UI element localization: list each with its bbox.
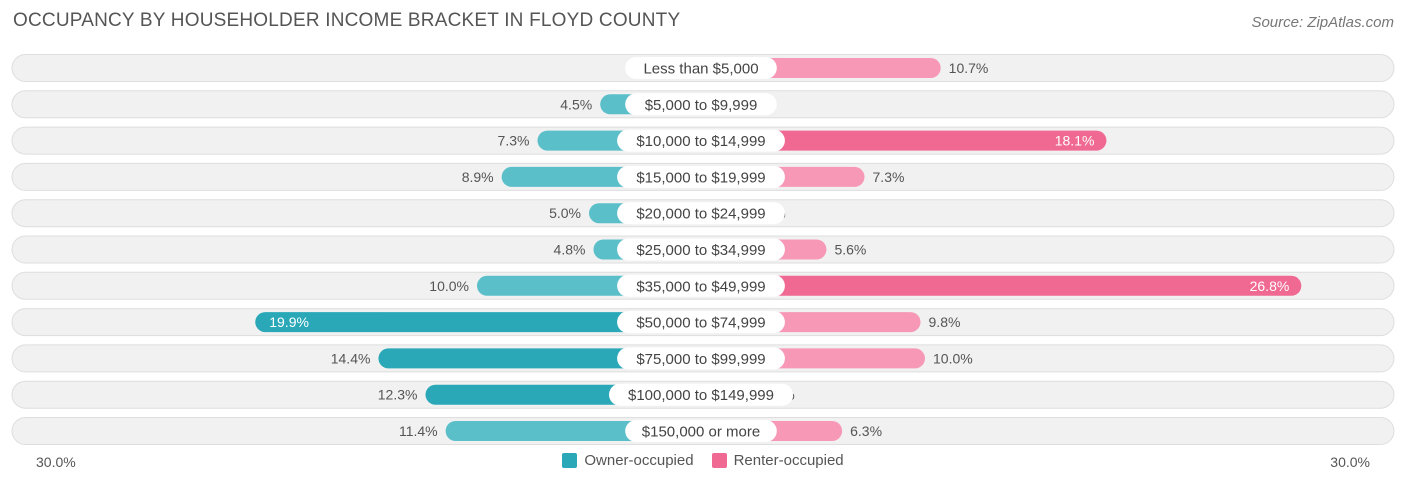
category-pill	[617, 165, 785, 188]
category-pill	[609, 383, 793, 406]
category-label: $100,000 to $149,999	[628, 387, 774, 404]
category-pill	[625, 57, 777, 79]
category-pill	[617, 238, 785, 261]
renter-value-label: 5.6%	[834, 242, 866, 258]
legend: Owner-occupied Renter-occupied	[0, 452, 1406, 469]
renter-value-label: 7.3%	[873, 169, 905, 185]
owner-value-label: 19.9%	[269, 314, 309, 330]
category-label: $35,000 to $49,999	[636, 278, 765, 295]
owner-swatch-icon	[562, 453, 578, 468]
renter-value-label: 10.7%	[949, 60, 989, 76]
category-label: $150,000 or more	[642, 424, 760, 441]
owner-value-label: 4.8%	[554, 242, 586, 258]
owner-value-label: 12.3%	[378, 387, 418, 403]
category-label: $15,000 to $19,999	[636, 169, 765, 186]
category-label: $10,000 to $14,999	[636, 133, 765, 150]
chart-title: OCCUPANCY BY HOUSEHOLDER INCOME BRACKET …	[13, 10, 681, 31]
category-label: $50,000 to $74,999	[636, 315, 765, 332]
legend-item-owner: Owner-occupied	[562, 452, 694, 469]
category-pill	[617, 129, 785, 152]
axis-min-label: 30.0%	[36, 454, 76, 470]
category-label: $25,000 to $34,999	[636, 242, 765, 259]
source-credit: Source: ZipAtlas.com	[1251, 14, 1394, 31]
category-pill	[617, 311, 785, 334]
category-pill	[625, 420, 777, 442]
category-label: $20,000 to $24,999	[636, 206, 765, 223]
category-label: Less than $5,000	[643, 61, 758, 78]
legend-owner-label: Owner-occupied	[584, 452, 694, 469]
owner-value-label: 4.5%	[560, 96, 592, 112]
legend-renter-label: Renter-occupied	[733, 452, 844, 469]
owner-value-label: 14.4%	[331, 350, 371, 366]
owner-bar	[255, 312, 702, 333]
category-label: $75,000 to $99,999	[636, 351, 765, 368]
category-pill	[617, 274, 785, 297]
renter-value-label: 18.1%	[1055, 133, 1095, 149]
renter-bar	[701, 275, 1302, 296]
owner-value-label: 10.0%	[429, 278, 469, 294]
owner-value-label: 7.3%	[498, 133, 530, 149]
renter-value-label: 10.0%	[933, 350, 973, 366]
renter-swatch-icon	[711, 453, 727, 468]
owner-value-label: 8.9%	[462, 169, 494, 185]
owner-value-label: 5.0%	[549, 205, 581, 221]
owner-value-label: 11.4%	[399, 423, 438, 439]
renter-value-label: 9.8%	[929, 314, 961, 330]
diverging-bar-chart: 1.4%10.7%Less than $5,0004.5%1.0%$5,000 …	[11, 54, 1395, 445]
renter-bar	[701, 130, 1107, 151]
legend-item-renter: Renter-occupied	[711, 452, 844, 469]
renter-value-label: 6.3%	[850, 423, 882, 439]
axis-max-label: 30.0%	[1330, 454, 1370, 470]
renter-value-label: 26.8%	[1250, 278, 1290, 294]
category-pill	[617, 202, 785, 225]
category-pill	[617, 347, 785, 370]
category-pill	[625, 93, 777, 116]
category-label: $5,000 to $9,999	[645, 97, 758, 114]
